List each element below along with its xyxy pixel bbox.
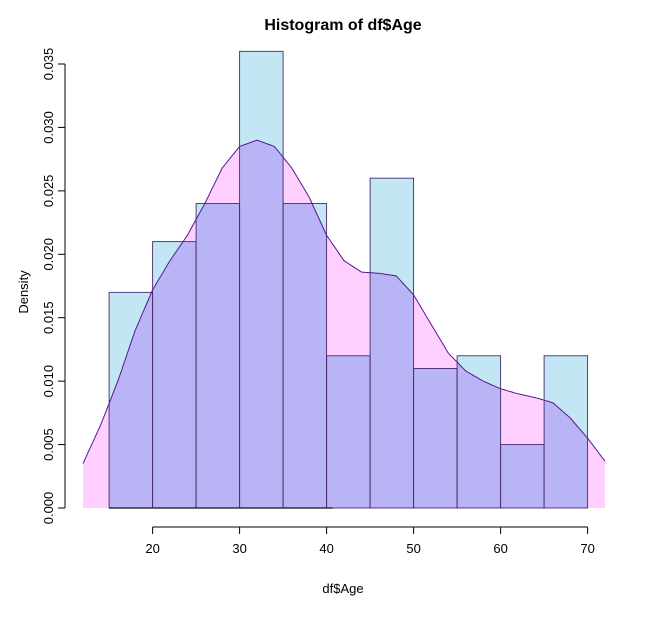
chart-title: Histogram of df$Age bbox=[264, 17, 421, 34]
histogram-bar-outline bbox=[456, 355, 502, 509]
x-tick-label: 50 bbox=[406, 541, 420, 556]
overlap-region bbox=[196, 203, 240, 508]
y-tick-label: 0.020 bbox=[41, 238, 56, 271]
density-curve-line bbox=[82, 139, 606, 464]
overlap-region bbox=[370, 272, 414, 508]
x-axis: 20 30 40 50 60 70 bbox=[145, 526, 595, 556]
histogram-bar-outline bbox=[543, 355, 589, 509]
y-tick-label: 0.010 bbox=[41, 365, 56, 398]
y-axis-label: Density bbox=[16, 270, 31, 314]
histogram-bar-outline bbox=[369, 177, 415, 509]
x-tick-label: 60 bbox=[493, 541, 507, 556]
overlap-region bbox=[152, 241, 197, 508]
x-axis-label: df$Age bbox=[322, 581, 363, 596]
y-axis: 0.000 0.005 0.010 0.015 0.020 0.025 0.030 0.035 bbox=[41, 48, 66, 525]
overlap-region bbox=[500, 444, 545, 508]
overlap-region bbox=[457, 362, 501, 508]
x-tick-label: 40 bbox=[319, 541, 333, 556]
y-tick-label: 0.015 bbox=[41, 301, 56, 334]
y-tick-label: 0.035 bbox=[41, 48, 56, 81]
overlap-region bbox=[109, 292, 153, 508]
overlap-region bbox=[544, 400, 588, 508]
overlap-region bbox=[239, 140, 284, 508]
overlap-region bbox=[283, 203, 327, 508]
x-tick-label: 20 bbox=[145, 541, 159, 556]
y-tick-label: 0.005 bbox=[41, 428, 56, 461]
x-tick-label: 70 bbox=[580, 541, 594, 556]
overlap-region bbox=[326, 355, 371, 508]
outline-layer bbox=[82, 50, 606, 509]
y-tick-label: 0.030 bbox=[41, 111, 56, 144]
y-tick-label: 0.025 bbox=[41, 175, 56, 208]
y-tick-label: 0.000 bbox=[41, 492, 56, 525]
overlap-region bbox=[413, 368, 458, 508]
overlap-layer bbox=[109, 140, 588, 508]
x-tick-label: 30 bbox=[232, 541, 246, 556]
